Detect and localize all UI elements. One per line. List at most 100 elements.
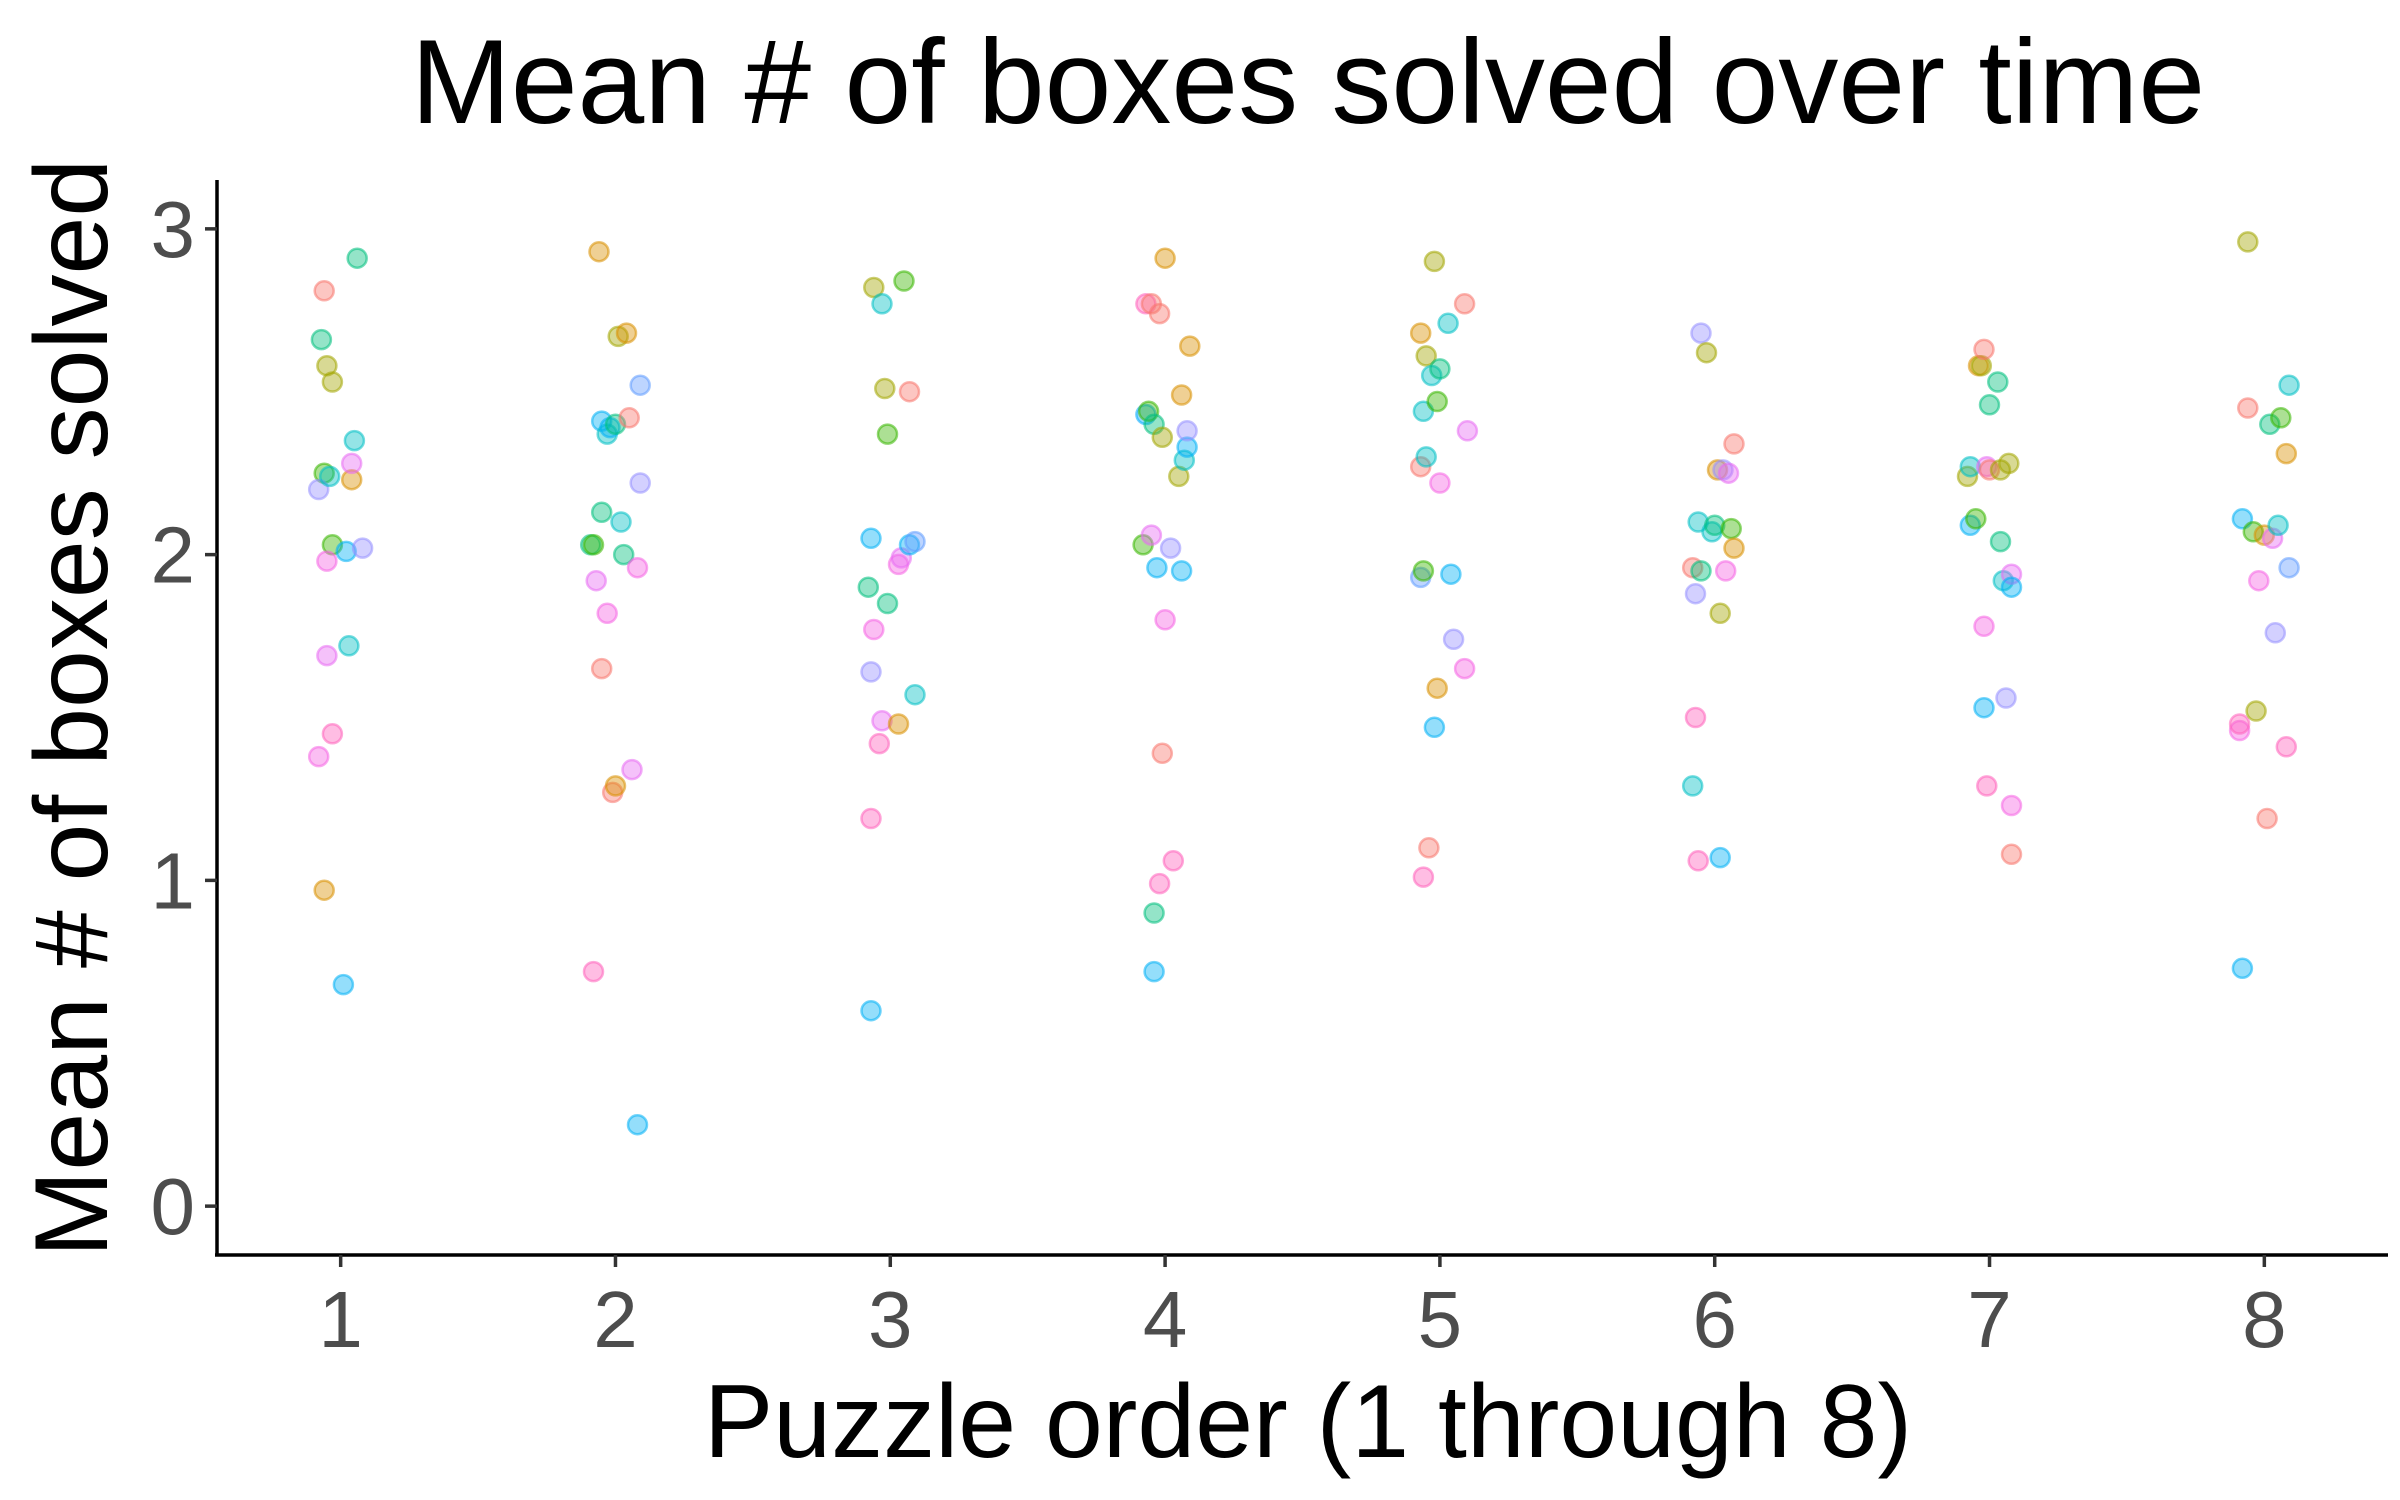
data-point-19 (346, 247, 368, 269)
data-point-151 (1998, 452, 2020, 475)
data-point-143 (1976, 775, 1998, 797)
data-point-105 (1429, 472, 1451, 494)
data-point-47 (860, 661, 882, 683)
data-point-154 (2000, 794, 2023, 817)
x-tick-label-5: 6 (1692, 1275, 1737, 1364)
data-point-155 (2000, 843, 2023, 866)
data-point-138 (1970, 354, 1993, 377)
data-point-39 (618, 407, 640, 429)
data-point-89 (1176, 420, 1198, 442)
data-point-38 (615, 322, 638, 344)
x-tick-label-6: 7 (1967, 1275, 2012, 1364)
data-point-146 (1987, 371, 2009, 393)
x-tick-label-3: 4 (1143, 1275, 1188, 1364)
data-point-107 (1437, 312, 1459, 335)
data-point-175 (2278, 556, 2300, 579)
data-point-44 (626, 1113, 649, 1136)
y-axis-title: Mean # of boxes solved (14, 159, 130, 1257)
y-axis-ticks: 0 1 2 3 (151, 185, 217, 1251)
data-point-167 (2259, 413, 2281, 436)
data-point-108 (1440, 563, 1462, 585)
data-point-97 (1415, 345, 1437, 367)
data-point-54 (871, 293, 893, 315)
data-point-45 (860, 999, 882, 1022)
data-point-43 (629, 374, 651, 396)
data-point-93 (1409, 322, 1432, 344)
data-point-79 (1151, 742, 1174, 765)
data-point-65 (904, 530, 926, 553)
data-point-171 (2270, 407, 2292, 429)
data-point-77 (1148, 872, 1171, 895)
data-point-28 (590, 501, 613, 524)
data-points (307, 231, 2300, 1136)
data-point-34 (604, 775, 627, 797)
data-point-21 (582, 960, 605, 983)
data-point-153 (2000, 576, 2023, 598)
data-point-23 (582, 534, 605, 556)
data-point-117 (1687, 850, 1709, 872)
data-point-136 (1965, 508, 1987, 530)
data-point-49 (857, 576, 880, 598)
data-point-41 (626, 556, 649, 579)
data-point-99 (1418, 837, 1440, 859)
data-point-42 (629, 472, 651, 494)
data-point-170 (2267, 514, 2289, 537)
data-point-12 (321, 723, 344, 745)
data-point-174 (2278, 374, 2300, 396)
data-point-157 (2228, 713, 2251, 735)
data-point-126 (1709, 602, 1731, 625)
x-tick-label-1: 2 (593, 1275, 638, 1364)
data-point-86 (1170, 560, 1193, 582)
data-point-0 (307, 745, 330, 768)
x-axis-title: Puzzle order (1 through 8) (704, 1364, 1912, 1480)
data-point-120 (1690, 322, 1712, 344)
data-point-141 (1973, 696, 1995, 719)
data-point-163 (2245, 700, 2267, 722)
data-point-98 (1415, 446, 1437, 468)
data-point-40 (621, 758, 643, 781)
data-point-74 (1143, 960, 1165, 983)
data-point-76 (1148, 302, 1171, 325)
data-point-57 (876, 592, 899, 615)
data-point-102 (1423, 250, 1446, 273)
y-tick-label-1: 1 (151, 836, 196, 925)
data-point-116 (1684, 582, 1707, 605)
data-point-145 (1978, 394, 2001, 416)
data-point-144 (1978, 459, 2001, 481)
data-point-24 (585, 569, 607, 592)
data-point-172 (2275, 736, 2298, 758)
data-point-16 (340, 468, 363, 491)
data-point-50 (860, 527, 882, 550)
data-point-75 (1146, 556, 1168, 579)
data-point-88 (1176, 436, 1198, 458)
data-point-159 (2231, 957, 2254, 980)
data-point-3 (310, 328, 333, 351)
data-point-129 (1717, 462, 1740, 484)
data-point-11 (316, 644, 338, 667)
data-point-110 (1453, 657, 1476, 680)
data-point-26 (590, 657, 613, 680)
data-point-55 (874, 377, 896, 400)
data-point-160 (2237, 231, 2259, 253)
data-point-52 (868, 732, 891, 755)
data-point-15 (338, 635, 360, 657)
data-point-1 (313, 879, 335, 901)
data-point-83 (1162, 850, 1185, 872)
data-point-169 (2264, 622, 2287, 644)
x-tick-label-7: 8 (2242, 1275, 2287, 1364)
data-point-80 (1154, 247, 1176, 269)
data-point-48 (863, 618, 885, 641)
data-point-20 (351, 537, 374, 559)
x-tick-label-4: 5 (1418, 1275, 1463, 1364)
y-tick-label-3: 3 (151, 185, 196, 274)
data-point-85 (1170, 384, 1193, 406)
data-point-82 (1159, 537, 1182, 559)
data-point-161 (2237, 397, 2259, 419)
data-point-103 (1426, 390, 1448, 413)
data-point-29 (596, 602, 618, 625)
data-point-37 (612, 543, 635, 566)
data-point-147 (1989, 530, 2012, 553)
data-point-112 (1456, 420, 1479, 442)
data-point-95 (1412, 560, 1435, 582)
